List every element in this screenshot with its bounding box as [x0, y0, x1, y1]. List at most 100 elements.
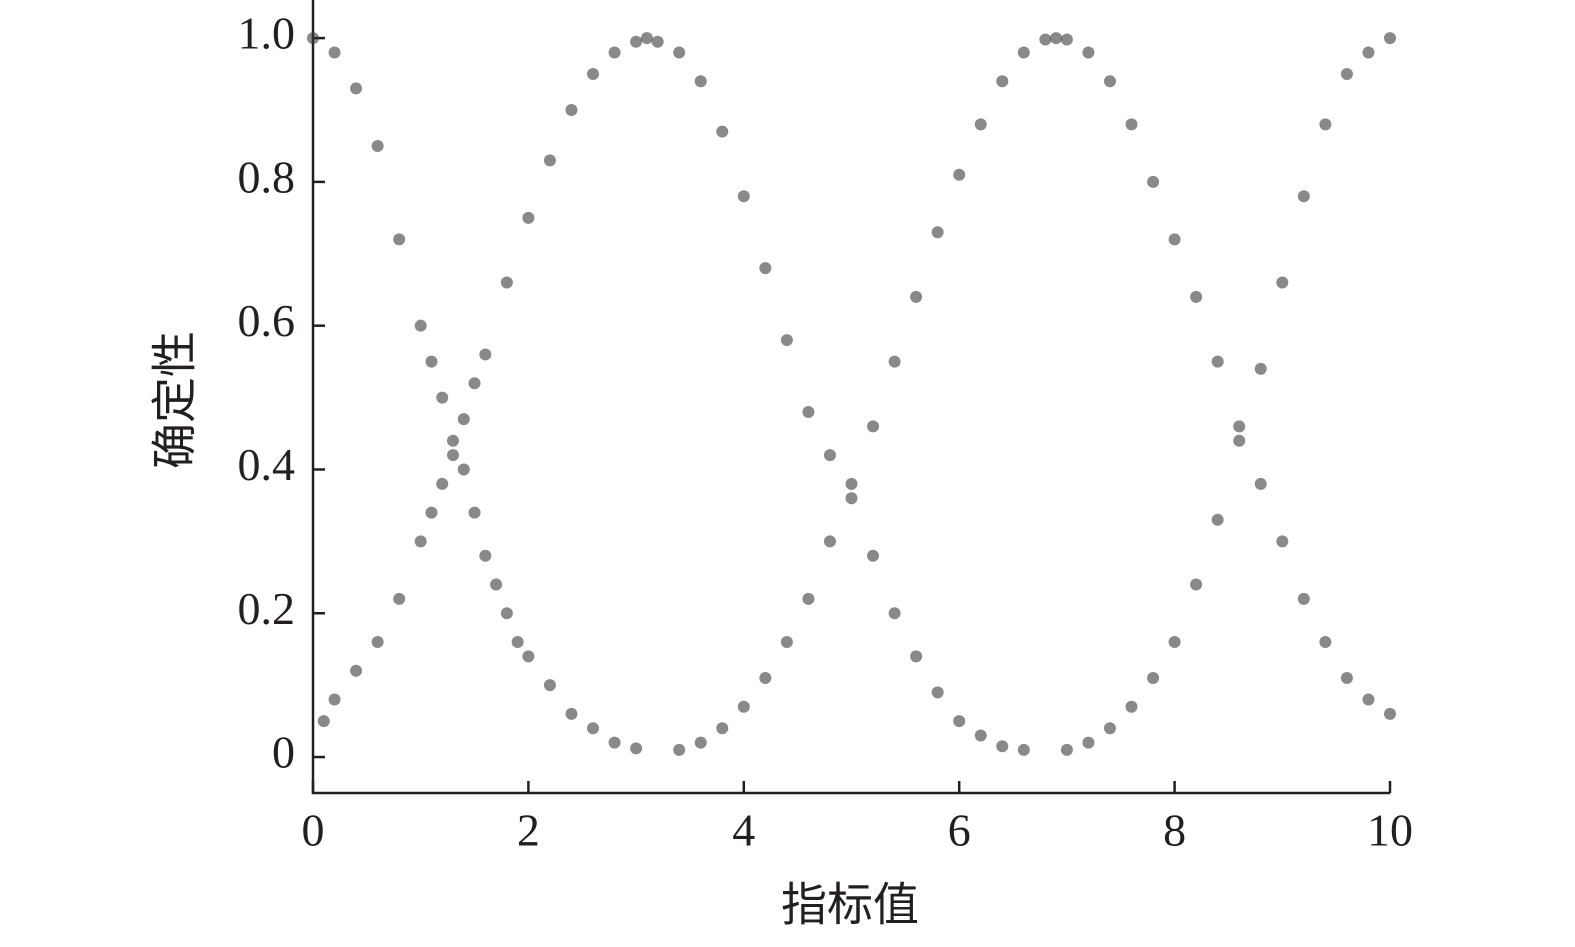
point [565, 707, 578, 720]
point [780, 334, 793, 347]
point [479, 549, 492, 562]
point [694, 736, 707, 749]
point [1254, 477, 1267, 490]
point [587, 68, 600, 81]
y-tick-label: 0.2 [238, 583, 296, 634]
point [1125, 118, 1138, 131]
point [1384, 707, 1396, 720]
point [414, 535, 427, 548]
point [802, 592, 815, 605]
point [1297, 592, 1310, 605]
point [996, 740, 1009, 753]
y-tick-label: 0.8 [238, 151, 296, 202]
point [350, 82, 363, 95]
point [1060, 33, 1073, 46]
x-tick-label: 8 [1163, 805, 1186, 856]
point [1147, 671, 1160, 684]
point [587, 722, 600, 735]
point [371, 139, 384, 152]
point [1362, 46, 1375, 59]
point [543, 679, 556, 692]
y-tick-label: 0.6 [238, 295, 296, 346]
point [867, 549, 880, 562]
point [1340, 68, 1353, 81]
y-tick-label: 0 [272, 727, 295, 778]
axis-frame [311, 0, 1390, 795]
point [1297, 190, 1310, 203]
point [1276, 276, 1289, 289]
point [328, 46, 341, 59]
point [436, 391, 449, 404]
point [823, 449, 836, 462]
point [910, 650, 923, 663]
point [608, 46, 621, 59]
point [910, 290, 923, 303]
point [307, 32, 319, 45]
point [716, 125, 729, 138]
point [737, 190, 750, 203]
x-axis-title: 指标值 [781, 880, 919, 931]
point [393, 233, 406, 246]
x-tick-label: 10 [1367, 805, 1413, 856]
point [845, 492, 858, 505]
point [425, 506, 438, 519]
point [457, 463, 470, 476]
point [640, 32, 653, 45]
y-axis-title: 确定性 [150, 331, 201, 469]
point [630, 742, 643, 755]
point [1060, 743, 1073, 756]
point [823, 535, 836, 548]
point [759, 262, 772, 275]
point [1340, 671, 1353, 684]
point [1254, 362, 1267, 375]
point [974, 729, 987, 742]
point [1168, 233, 1181, 246]
point [694, 75, 707, 88]
point [1103, 75, 1116, 88]
point [1125, 700, 1138, 713]
point [500, 607, 513, 620]
point [457, 413, 470, 426]
point [425, 355, 438, 368]
point [1190, 290, 1203, 303]
point [630, 35, 643, 48]
point [1050, 32, 1063, 45]
point [490, 578, 503, 591]
point [468, 506, 481, 519]
point [1276, 535, 1289, 548]
point [414, 319, 427, 332]
point [974, 118, 987, 131]
point [328, 693, 341, 706]
x-tick-label: 4 [732, 805, 755, 856]
point [1319, 118, 1332, 131]
point [737, 700, 750, 713]
point [500, 276, 513, 289]
point [1082, 46, 1095, 59]
point [1017, 46, 1030, 59]
x-tick-label: 2 [517, 805, 540, 856]
point [845, 477, 858, 490]
point [1319, 636, 1332, 649]
point [888, 355, 901, 368]
point [1103, 722, 1116, 735]
point [931, 686, 944, 699]
point [1190, 578, 1203, 591]
point [1147, 175, 1160, 188]
point [436, 477, 449, 490]
point [1233, 420, 1246, 433]
point [468, 377, 481, 390]
point [953, 715, 966, 728]
point [1384, 32, 1396, 45]
point [371, 636, 384, 649]
point [522, 650, 535, 663]
point [1233, 434, 1246, 447]
point [1362, 693, 1375, 706]
point [780, 636, 793, 649]
point [1082, 736, 1095, 749]
point [931, 226, 944, 239]
x-tick-label: 0 [302, 805, 325, 856]
point [673, 743, 686, 756]
point [953, 168, 966, 181]
point [1017, 743, 1030, 756]
